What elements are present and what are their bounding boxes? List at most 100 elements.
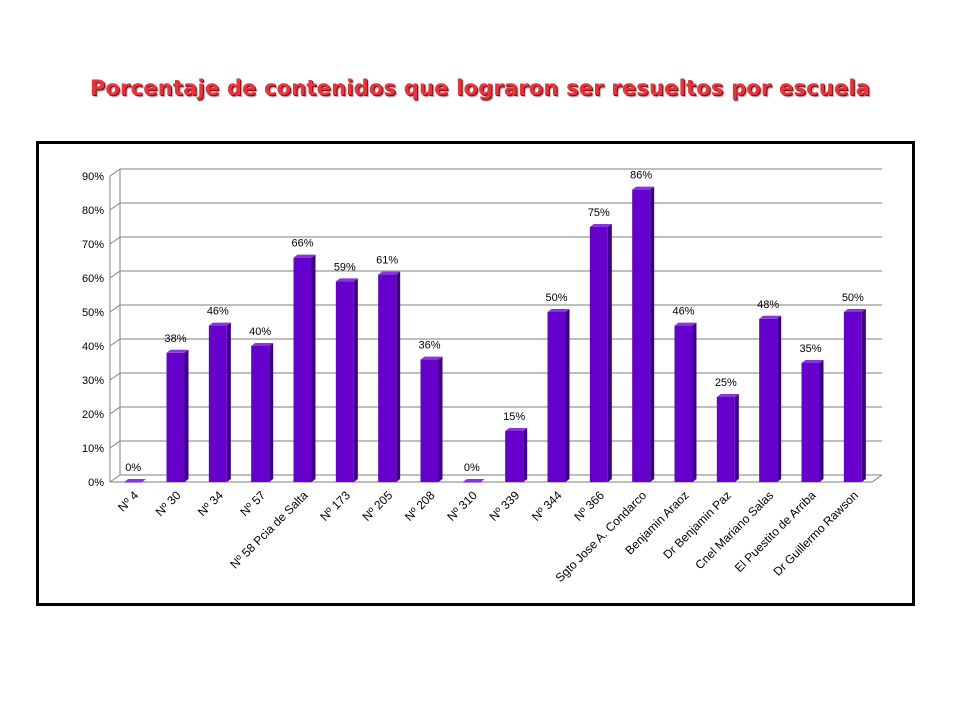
bar <box>378 274 397 482</box>
bar-side <box>353 278 358 482</box>
bar-top <box>632 186 655 190</box>
gridline-depth <box>109 304 121 313</box>
bar-top <box>843 309 866 312</box>
x-tick-label: Nº 4 <box>115 488 141 514</box>
bar-side <box>819 360 824 482</box>
bar-side <box>607 224 612 482</box>
data-label: 36% <box>418 340 440 352</box>
bar-top <box>674 322 697 326</box>
gridline-depth <box>109 168 121 177</box>
bar-top <box>293 254 316 258</box>
data-label: 46% <box>672 306 694 318</box>
x-tick-label: Nº 208 <box>402 488 438 524</box>
bar-top <box>378 271 401 275</box>
gridline-depth <box>109 406 121 415</box>
data-label: 35% <box>799 343 821 355</box>
x-tick-label: El Puestito de Arriba <box>732 488 819 575</box>
bar-top <box>589 224 612 227</box>
x-tick-label: Nº 205 <box>360 488 396 524</box>
data-label: 40% <box>249 326 271 338</box>
x-tick-label: Nº 344 <box>529 488 565 524</box>
bar <box>208 325 227 482</box>
y-tick-label: 80% <box>82 205 104 217</box>
data-label: 48% <box>757 299 779 311</box>
x-tick-label: Nº 58 Pcia de Salta <box>227 488 311 572</box>
bar-top <box>335 278 358 282</box>
x-tick-label: Cnel Mariano Salas <box>692 488 776 572</box>
bar-side <box>565 309 570 482</box>
data-label: 75% <box>588 207 610 219</box>
gridline-depth <box>109 338 121 347</box>
gridline-depth <box>109 236 121 245</box>
bar-side <box>734 394 739 482</box>
bar <box>716 397 735 482</box>
bar <box>335 281 354 482</box>
data-label: 25% <box>715 377 737 389</box>
bar <box>166 352 185 482</box>
data-label: 50% <box>545 292 567 304</box>
y-tick-label: 40% <box>82 341 104 353</box>
data-label: 50% <box>842 292 864 304</box>
bar <box>420 359 439 482</box>
data-label: 66% <box>291 238 313 250</box>
bar-top <box>547 309 570 312</box>
bar-side <box>311 254 316 482</box>
gridline-depth <box>109 440 121 449</box>
bar-top <box>801 360 824 363</box>
y-tick-label: 60% <box>82 273 104 285</box>
bar <box>547 312 566 482</box>
y-tick-label: 20% <box>82 409 104 421</box>
bar-top <box>251 343 274 346</box>
bar <box>589 227 608 482</box>
bar <box>251 346 270 482</box>
bar <box>801 363 820 482</box>
bar <box>674 325 693 482</box>
bar-top <box>505 428 528 431</box>
y-tick-label: 30% <box>82 375 104 387</box>
bar-top <box>124 479 147 482</box>
gridline-depth <box>109 474 121 483</box>
x-tick-label: Nº 173 <box>317 488 353 524</box>
bar-side <box>438 356 443 482</box>
data-label: 86% <box>630 170 652 182</box>
bar-side <box>396 271 401 482</box>
x-tick-label: Nº 310 <box>444 488 480 524</box>
y-tick-label: 90% <box>82 171 104 183</box>
chart-title: Porcentaje de contenidos que lograron se… <box>89 76 871 100</box>
bar <box>843 312 862 482</box>
bar-side <box>692 322 697 482</box>
bar <box>632 189 651 482</box>
y-tick-label: 0% <box>88 477 104 489</box>
gridline-depth <box>109 270 121 279</box>
bar-side <box>184 349 189 482</box>
data-label: 15% <box>503 411 525 423</box>
bar <box>759 318 778 482</box>
bar <box>124 482 143 483</box>
bar-side <box>777 315 782 482</box>
bar-side <box>523 428 528 482</box>
bar-top <box>759 315 782 319</box>
bar-top <box>420 356 443 360</box>
bar <box>293 257 312 482</box>
bar-top <box>716 394 739 397</box>
data-label: 38% <box>164 333 186 345</box>
gridline-depth <box>109 202 121 211</box>
bar-chart: 0% 10% 20% 30% 40% 50% 60% 70% 80% 90% 0% Nº 4 38% Nº… <box>82 168 883 585</box>
data-label: 0% <box>464 462 480 474</box>
bar-side <box>650 186 655 482</box>
y-tick-label: 70% <box>82 239 104 251</box>
data-label: 0% <box>125 462 141 474</box>
bar-top <box>208 322 231 326</box>
bar <box>462 482 481 483</box>
data-label: 61% <box>376 255 398 267</box>
bar-side <box>226 322 231 482</box>
x-tick-label: Nº 34 <box>195 488 226 519</box>
data-label: 59% <box>334 261 356 273</box>
bar <box>505 431 524 482</box>
bar-side <box>861 309 866 482</box>
bar-side <box>269 343 274 482</box>
data-label: 46% <box>207 306 229 318</box>
gridline-depth <box>109 372 121 381</box>
x-tick-label: Nº 57 <box>237 488 268 519</box>
x-tick-label: Nº 366 <box>571 488 607 524</box>
